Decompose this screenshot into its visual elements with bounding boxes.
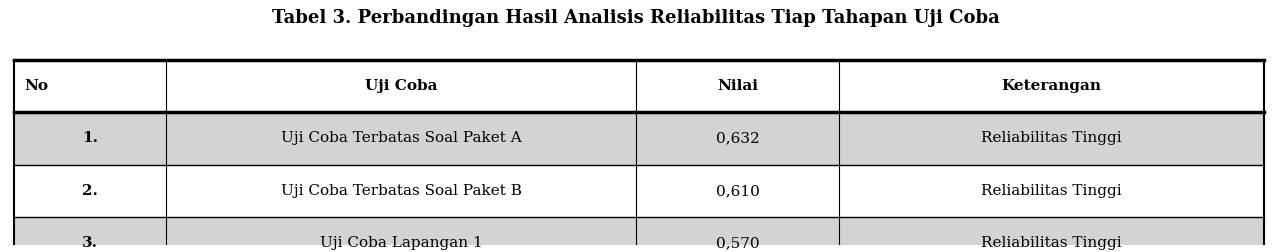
Text: Uji Coba: Uji Coba xyxy=(365,79,438,93)
Text: Reliabilitas Tinggi: Reliabilitas Tinggi xyxy=(982,236,1122,250)
Text: 3.: 3. xyxy=(83,236,98,250)
Bar xyxy=(14,217,1264,252)
Bar xyxy=(14,112,1264,165)
Text: Tabel 3. Perbandingan Hasil Analisis Reliabilitas Tiap Tahapan Uji Coba: Tabel 3. Perbandingan Hasil Analisis Rel… xyxy=(272,9,1000,27)
Text: 0,570: 0,570 xyxy=(716,236,759,250)
Text: 0,610: 0,610 xyxy=(716,184,759,198)
Text: 1.: 1. xyxy=(83,132,98,145)
Text: Reliabilitas Tinggi: Reliabilitas Tinggi xyxy=(982,184,1122,198)
Text: 2.: 2. xyxy=(83,184,98,198)
Bar xyxy=(14,60,1264,112)
Text: 0,632: 0,632 xyxy=(716,132,759,145)
Text: No: No xyxy=(24,79,48,93)
Text: Uji Coba Terbatas Soal Paket B: Uji Coba Terbatas Soal Paket B xyxy=(281,184,522,198)
Text: Uji Coba Lapangan 1: Uji Coba Lapangan 1 xyxy=(319,236,482,250)
Text: Nilai: Nilai xyxy=(717,79,758,93)
Text: Reliabilitas Tinggi: Reliabilitas Tinggi xyxy=(982,132,1122,145)
Text: Keterangan: Keterangan xyxy=(1001,79,1102,93)
Text: Uji Coba Terbatas Soal Paket A: Uji Coba Terbatas Soal Paket A xyxy=(281,132,522,145)
Bar xyxy=(14,165,1264,217)
